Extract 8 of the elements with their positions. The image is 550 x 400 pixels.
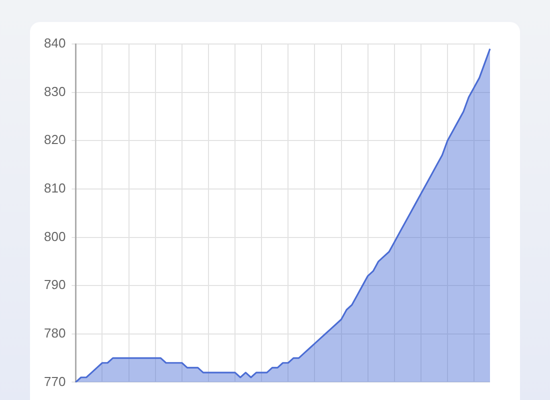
y-tick-label: 840: [44, 36, 66, 51]
y-tick-label: 790: [44, 277, 66, 292]
y-tick-label: 830: [44, 84, 66, 99]
y-tick-label: 800: [44, 228, 66, 244]
y-tick-label: 810: [44, 180, 66, 196]
y-tick-label: 770: [44, 374, 66, 389]
y-tick-label: 780: [44, 325, 66, 340]
y-tick-label: 820: [44, 132, 66, 148]
